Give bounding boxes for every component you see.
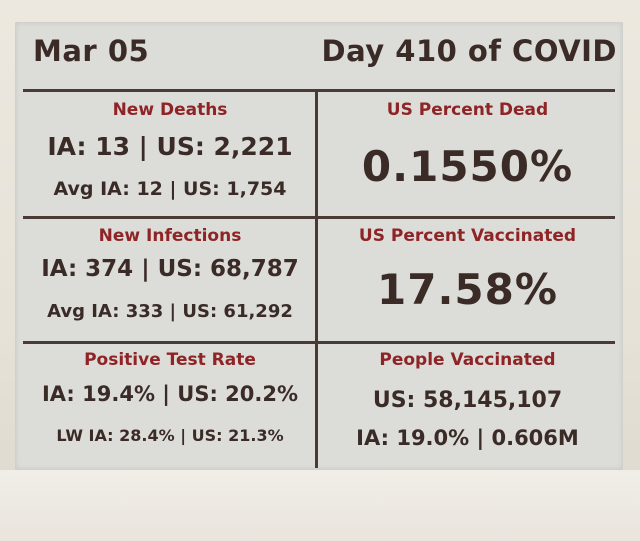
date-label: Mar 05 [33, 34, 150, 68]
people-vaccinated-ia: IA: 19.0% | 0.606M [356, 426, 579, 450]
new-infections-average: Avg IA: 333 | US: 61,292 [47, 301, 293, 322]
positive-test-rate-current: IA: 19.4% | US: 20.2% [41, 382, 299, 406]
new-deaths-title: New Deaths [112, 100, 228, 120]
people-vaccinated-us: US: 58,145,107 [372, 388, 563, 413]
new-infections-panel: New Infections IA: 374 | US: 68,787 Avg … [23, 219, 317, 341]
new-infections-today: IA: 374 | US: 68,787 [41, 256, 299, 282]
row-divider-2 [23, 341, 615, 344]
column-divider [315, 90, 318, 468]
people-vaccinated-title: People Vaccinated [379, 350, 556, 370]
us-percent-vaccinated-title: US Percent Vaccinated [358, 226, 577, 246]
device-frame-bottom [0, 470, 640, 541]
people-vaccinated-panel: People Vaccinated US: 58,145,107 IA: 19.… [320, 344, 615, 468]
positive-test-rate-title: Positive Test Rate [84, 350, 256, 370]
new-infections-title: New Infections [98, 226, 242, 246]
row-divider-1 [23, 216, 615, 219]
us-percent-vaccinated-value: 17.58% [377, 265, 558, 314]
new-deaths-average: Avg IA: 12 | US: 1,754 [53, 178, 287, 200]
e-ink-screen: Mar 05 Day 410 of COVID New Deaths IA: 1… [15, 22, 623, 470]
new-deaths-panel: New Deaths IA: 13 | US: 2,221 Avg IA: 12… [23, 92, 317, 216]
us-percent-dead-panel: US Percent Dead 0.1550% [320, 92, 615, 216]
new-deaths-today: IA: 13 | US: 2,221 [47, 132, 293, 161]
us-percent-vaccinated-panel: US Percent Vaccinated 17.58% [320, 219, 615, 341]
day-counter: Day 410 of COVID [321, 34, 617, 68]
us-percent-dead-title: US Percent Dead [386, 100, 549, 120]
positive-test-rate-last-week: LW IA: 28.4% | US: 21.3% [56, 426, 284, 445]
header-divider [23, 89, 615, 92]
us-percent-dead-value: 0.1550% [361, 142, 574, 191]
positive-test-rate-panel: Positive Test Rate IA: 19.4% | US: 20.2%… [23, 344, 317, 468]
